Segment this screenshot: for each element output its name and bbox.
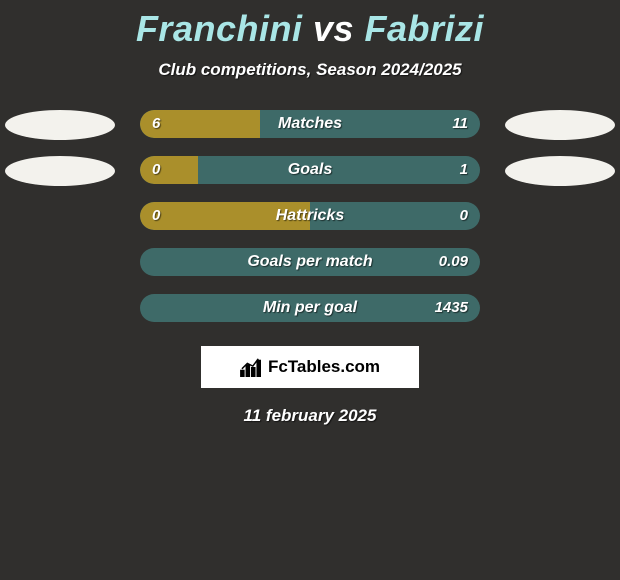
stat-bar-track: Goals0 1 <box>140 156 480 184</box>
stat-label: Matches <box>140 110 480 138</box>
stat-label: Goals <box>140 156 480 184</box>
stat-value-left: 0 <box>152 156 160 184</box>
stat-value-right: 11 <box>452 110 468 138</box>
brand-box: FcTables.com <box>201 346 419 388</box>
stat-label: Min per goal <box>140 294 480 322</box>
subtitle: Club competitions, Season 2024/2025 <box>0 60 620 80</box>
stat-row: Min per goal1435 <box>0 292 620 338</box>
stat-row: Matches6 11 <box>0 108 620 154</box>
stat-value-right: 1435 <box>435 294 468 322</box>
stat-row: Hattricks0 0 <box>0 200 620 246</box>
stats-container: Matches611Goals01Hattricks00Goals per ma… <box>0 108 620 338</box>
stat-bar-track: Matches6 11 <box>140 110 480 138</box>
bars-icon <box>240 357 262 377</box>
stat-value-right: 0.09 <box>439 248 468 276</box>
stat-value-left: 6 <box>152 110 160 138</box>
stat-label: Goals per match <box>140 248 480 276</box>
comparison-infographic: Franchini vs Fabrizi Club competitions, … <box>0 0 620 580</box>
vs-separator: vs <box>313 8 354 49</box>
stat-bar-track: Goals per match0.09 <box>140 248 480 276</box>
page-title: Franchini vs Fabrizi <box>0 0 620 50</box>
team-badge-right <box>505 156 615 186</box>
stat-value-right: 1 <box>460 156 468 184</box>
player2-name: Fabrizi <box>365 8 485 49</box>
player1-name: Franchini <box>136 8 303 49</box>
stat-label: Hattricks <box>140 202 480 230</box>
team-badge-left <box>5 110 115 140</box>
stat-value-left: 0 <box>152 202 160 230</box>
date-text: 11 february 2025 <box>0 406 620 426</box>
team-badge-left <box>5 156 115 186</box>
brand-text: FcTables.com <box>268 357 380 377</box>
stat-row: Goals per match0.09 <box>0 246 620 292</box>
stat-value-right: 0 <box>460 202 468 230</box>
team-badge-right <box>505 110 615 140</box>
stat-bar-track: Hattricks0 0 <box>140 202 480 230</box>
stat-row: Goals0 1 <box>0 154 620 200</box>
stat-bar-track: Min per goal1435 <box>140 294 480 322</box>
